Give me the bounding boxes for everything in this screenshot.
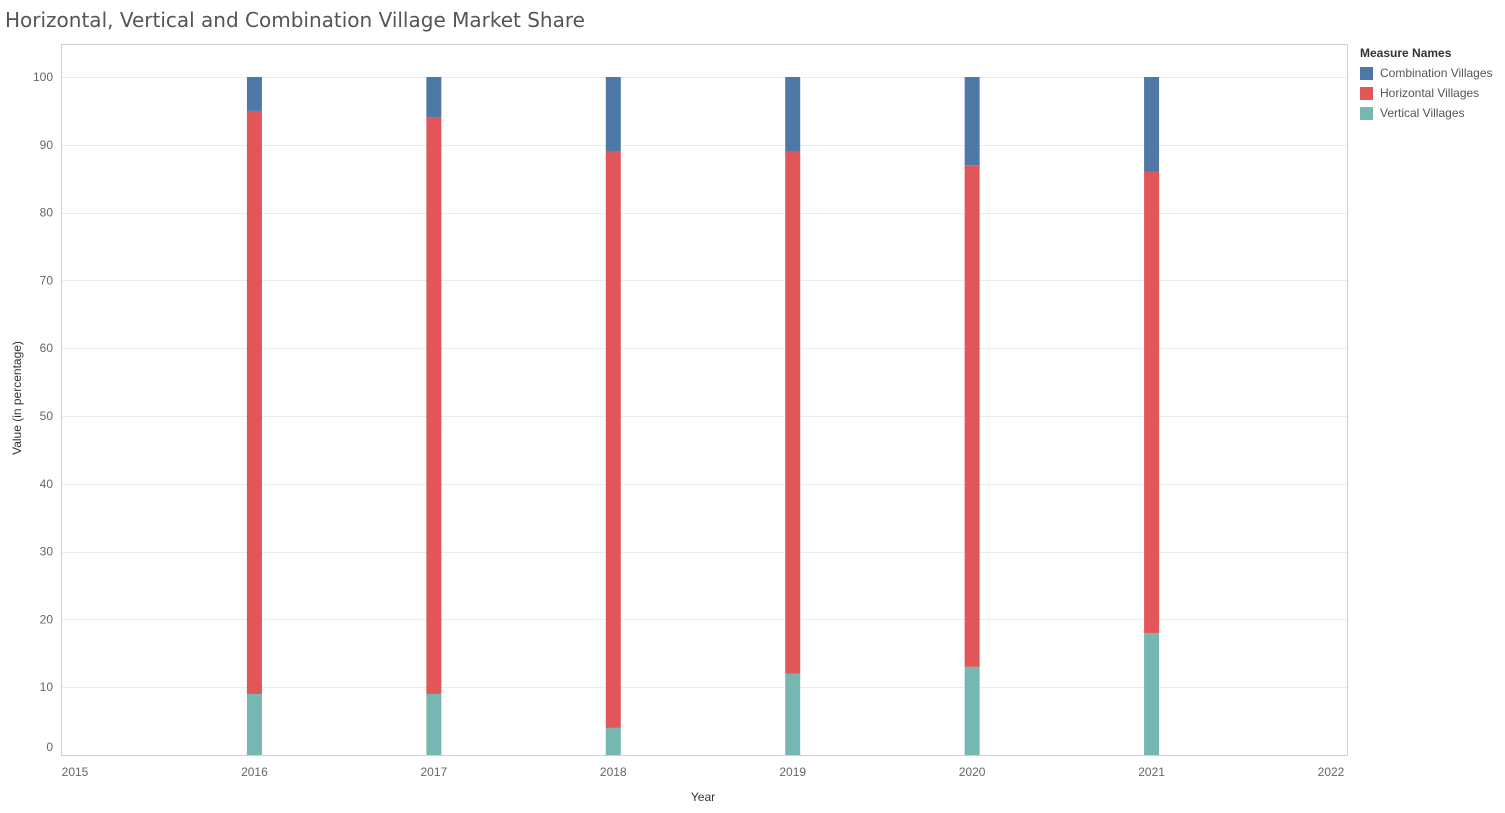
bar-horizontal-villages-2019 xyxy=(785,151,801,674)
x-tick-label: 2022 xyxy=(1318,765,1345,779)
x-tick-label: 2020 xyxy=(959,765,986,779)
legend-title: Measure Names xyxy=(1360,46,1452,60)
x-tick-label: 2015 xyxy=(62,765,89,779)
bar-vertical-villages-2020 xyxy=(964,666,980,755)
chart-title: Horizontal, Vertical and Combination Vil… xyxy=(5,8,585,32)
bar-combination-villages-2020 xyxy=(964,77,980,166)
bar-vertical-villages-2018 xyxy=(605,727,621,755)
bar-vertical-villages-2021 xyxy=(1144,632,1160,755)
bar-combination-villages-2016 xyxy=(246,77,262,111)
bar-horizontal-villages-2020 xyxy=(964,165,980,667)
legend: Measure Names Combination Villages Horiz… xyxy=(1360,46,1493,123)
legend-item-combination[interactable]: Combination Villages xyxy=(1360,63,1493,83)
y-tick-label: 100 xyxy=(33,70,53,84)
y-axis-label: Value (in percentage) xyxy=(10,341,24,455)
y-tick-label: 10 xyxy=(40,680,54,694)
bar-vertical-villages-2019 xyxy=(785,673,801,755)
y-tick-label: 90 xyxy=(40,138,54,152)
legend-label: Vertical Villages xyxy=(1380,106,1465,120)
x-tick-label: 2018 xyxy=(600,765,627,779)
legend-item-vertical[interactable]: Vertical Villages xyxy=(1360,103,1493,123)
legend-swatch xyxy=(1360,106,1373,120)
legend-swatch xyxy=(1360,66,1373,80)
legend-label: Horizontal Villages xyxy=(1380,86,1480,100)
plot-frame xyxy=(61,44,1348,756)
x-tick-label: 2021 xyxy=(1138,765,1165,779)
x-tick-label: 2017 xyxy=(421,765,448,779)
x-axis-label: Year xyxy=(691,790,715,804)
y-tick-label: 0 xyxy=(46,740,53,754)
bar-horizontal-villages-2021 xyxy=(1144,171,1160,633)
bar-combination-villages-2018 xyxy=(605,77,621,152)
y-tick-label: 70 xyxy=(40,273,54,287)
bar-vertical-villages-2016 xyxy=(246,693,262,755)
bar-horizontal-villages-2017 xyxy=(426,117,442,694)
legend-swatch xyxy=(1360,86,1373,100)
bar-combination-villages-2021 xyxy=(1144,77,1160,172)
bar-vertical-villages-2017 xyxy=(426,693,442,755)
y-tick-label: 30 xyxy=(40,545,54,559)
x-tick-label: 2016 xyxy=(241,765,268,779)
legend-item-horizontal[interactable]: Horizontal Villages xyxy=(1360,83,1493,103)
y-tick-label: 40 xyxy=(40,477,54,491)
bar-combination-villages-2017 xyxy=(426,77,442,118)
y-tick-label: 60 xyxy=(40,341,54,355)
bar-combination-villages-2019 xyxy=(785,77,801,152)
y-tick-label: 50 xyxy=(40,409,54,423)
y-tick-label: 80 xyxy=(40,206,54,220)
x-tick-label: 2019 xyxy=(779,765,806,779)
y-tick-label: 20 xyxy=(40,612,54,626)
chart-plot: 0 10 20 30 40 50 60 70 80 90 100 2015 2016 2017 2018 20… xyxy=(10,44,1348,804)
bar-horizontal-villages-2018 xyxy=(605,151,621,728)
bar-horizontal-villages-2016 xyxy=(246,110,262,694)
legend-label: Combination Villages xyxy=(1380,66,1493,80)
